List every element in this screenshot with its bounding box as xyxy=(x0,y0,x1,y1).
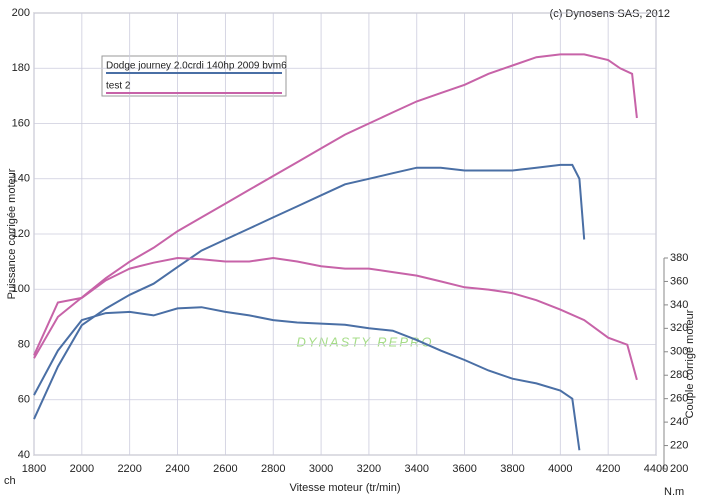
y-tick-label: 200 xyxy=(12,7,30,19)
y2-tick-label: 340 xyxy=(670,299,688,311)
y-unit: ch xyxy=(4,475,16,487)
x-tick-label: 3200 xyxy=(357,463,381,475)
y-tick-label: 120 xyxy=(12,228,30,240)
y2-unit: N.m xyxy=(664,486,684,498)
y2-tick-label: 200 xyxy=(670,463,688,475)
copyright: (c) Dynosens SAS, 2012 xyxy=(550,8,670,20)
y-tick-label: 80 xyxy=(18,338,30,350)
x-tick-label: 2200 xyxy=(117,463,141,475)
y-tick-label: 40 xyxy=(18,449,30,461)
x-tick-label: 2800 xyxy=(261,463,285,475)
x-tick-label: 3000 xyxy=(309,463,333,475)
x-tick-label: 4000 xyxy=(548,463,572,475)
watermark: DYNASTY REPRO xyxy=(296,334,433,349)
x-tick-label: 3400 xyxy=(405,463,429,475)
x-tick-label: 4400 xyxy=(644,463,668,475)
y-tick-label: 160 xyxy=(12,117,30,129)
y-axis-title: Puissance corrigée moteur xyxy=(6,168,18,299)
torque-line xyxy=(33,306,581,451)
y2-tick-label: 280 xyxy=(670,369,688,381)
x-tick-label: 2600 xyxy=(213,463,237,475)
x-tick-label: 3800 xyxy=(500,463,524,475)
y2-tick-label: 260 xyxy=(670,393,688,405)
y2-tick-label: 300 xyxy=(670,346,688,358)
y2-tick-label: 220 xyxy=(670,439,688,451)
y2-axis-title: Couple corrigé moteur xyxy=(684,309,696,418)
y-tick-label: 140 xyxy=(12,173,30,185)
y-tick-label: 100 xyxy=(12,283,30,295)
y2-tick-label: 240 xyxy=(670,416,688,428)
y-tick-label: 60 xyxy=(18,394,30,406)
legend-label: Dodge journey 2.0crdi 140hp 2009 bvm6 xyxy=(106,61,287,72)
x-tick-label: 1800 xyxy=(22,463,46,475)
legend xyxy=(101,55,287,97)
y2-tick-label: 360 xyxy=(670,275,688,287)
x-tick-label: 4200 xyxy=(596,463,620,475)
power-line xyxy=(33,53,638,359)
y2-tick-label: 380 xyxy=(670,252,688,264)
y-tick-label: 180 xyxy=(12,62,30,74)
power-line xyxy=(33,163,586,420)
legend-label: test 2 xyxy=(106,81,131,92)
x-tick-label: 2400 xyxy=(165,463,189,475)
y2-tick-label: 320 xyxy=(670,322,688,334)
torque-line xyxy=(33,256,638,381)
x-tick-label: 3600 xyxy=(452,463,476,475)
x-axis-title: Vitesse moteur (tr/min) xyxy=(289,482,400,494)
x-tick-label: 2000 xyxy=(70,463,94,475)
